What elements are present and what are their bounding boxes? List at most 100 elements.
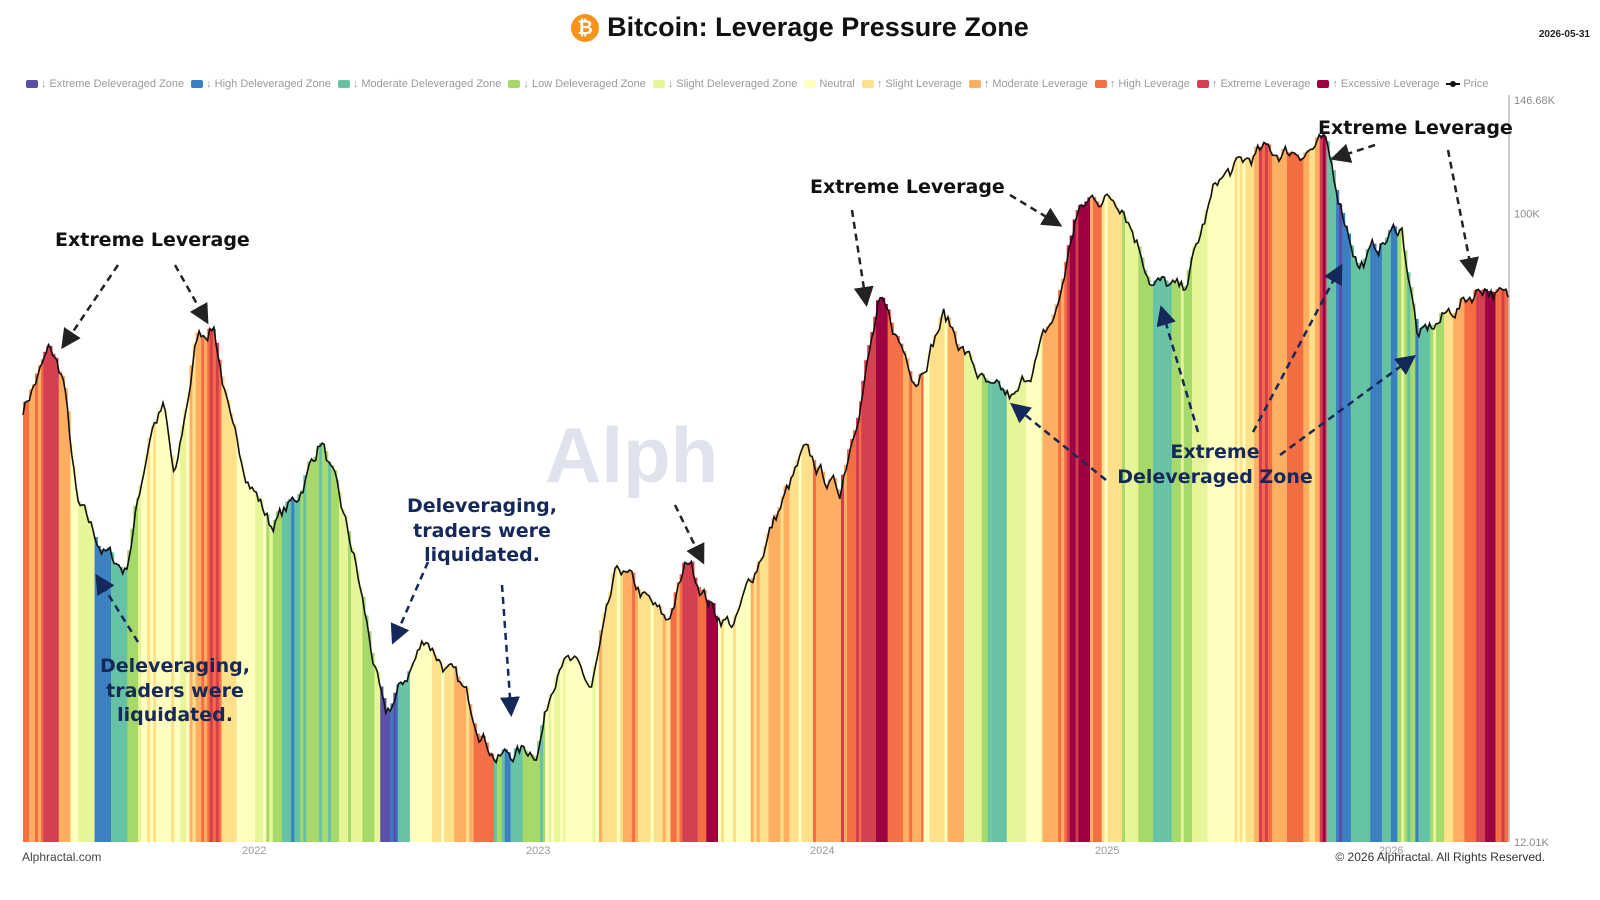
leverage-band: [1507, 295, 1509, 842]
leverage-band: [288, 498, 292, 842]
leverage-band: [58, 367, 60, 842]
legend-item[interactable]: ↑ Excessive Leverage: [1317, 78, 1439, 90]
leverage-band: [444, 666, 448, 842]
leverage-band: [192, 343, 196, 842]
leverage-band: [893, 334, 897, 842]
leverage-band: [1306, 150, 1310, 843]
leverage-band: [73, 465, 77, 842]
legend: ↓ Extreme Deleveraged Zone ↓ High Delever…: [26, 78, 1591, 90]
leverage-band: [1138, 246, 1142, 843]
leverage-band: [1003, 389, 1007, 842]
leverage-band: [745, 579, 749, 842]
leverage-band: [90, 521, 94, 842]
leverage-band: [1464, 299, 1468, 842]
leverage-band: [780, 496, 784, 842]
legend-item[interactable]: ↑ Extreme Leverage: [1196, 78, 1310, 90]
leverage-band: [807, 444, 811, 842]
leverage-band: [984, 378, 988, 842]
legend-item[interactable]: ↑ High Leverage: [1094, 78, 1190, 90]
legend-swatch: [1196, 80, 1209, 89]
leverage-band: [926, 352, 930, 842]
leverage-band: [266, 513, 270, 842]
leverage-band: [1501, 288, 1505, 842]
leverage-band: [1042, 331, 1046, 842]
legend-label: ↓ Low Deleveraged Zone: [523, 78, 646, 90]
leverage-band: [1150, 284, 1154, 842]
legend-item[interactable]: ↓ Extreme Deleveraged Zone: [26, 78, 184, 90]
watermark: Alph: [545, 411, 719, 499]
leverage-band: [1278, 156, 1282, 842]
leverage-band: [218, 359, 222, 842]
annotation-arrow: [1251, 263, 1343, 433]
leverage-band: [368, 631, 372, 842]
leverage-band: [543, 711, 546, 842]
leverage-band: [1490, 291, 1494, 843]
leverage-band: [1210, 183, 1214, 842]
leverage-band: [1144, 269, 1148, 842]
leverage-band: [1239, 156, 1243, 843]
legend-item[interactable]: ↑ Moderate Leverage: [968, 78, 1088, 90]
leverage-band: [401, 681, 405, 842]
leverage-band: [873, 316, 877, 843]
leverage-band: [26, 400, 30, 842]
leverage-band: [84, 505, 88, 842]
leverage-band: [1072, 219, 1076, 843]
leverage-band: [1442, 313, 1445, 843]
leverage-band: [589, 680, 593, 842]
leverage-band: [534, 756, 538, 842]
leverage-band: [991, 382, 995, 842]
leverage-band: [1099, 204, 1102, 842]
leverage-band: [441, 664, 445, 842]
legend-item[interactable]: ↓ Moderate Deleveraged Zone: [337, 78, 501, 90]
leverage-band: [1473, 290, 1477, 843]
x-tick-label: 2026: [1379, 845, 1403, 857]
leverage-band: [1237, 156, 1240, 842]
leverage-band: [1257, 147, 1260, 843]
leverage-band: [540, 725, 544, 842]
leverage-band: [786, 484, 790, 842]
leverage-band: [1444, 310, 1448, 842]
legend-item[interactable]: ↓ Slight Deleveraged Zone: [652, 78, 797, 90]
legend-item[interactable]: ↑ Slight Leverage: [861, 78, 962, 90]
leverage-band: [499, 753, 502, 842]
leverage-band: [1248, 158, 1252, 842]
leverage-band: [344, 515, 349, 842]
leverage-band: [1298, 158, 1303, 843]
leverage-band: [35, 373, 39, 842]
leverage-band: [227, 399, 231, 842]
leverage-band: [641, 592, 645, 842]
leverage-band: [810, 455, 814, 842]
leverage-band: [638, 587, 639, 842]
leverage-band: [1325, 137, 1327, 843]
leverage-band: [742, 587, 746, 842]
annotation-line: traders were: [106, 679, 244, 702]
annotation-line: Deleveraging,: [100, 655, 250, 677]
legend-item[interactable]: ↓ Low Deleveraged Zone: [508, 78, 646, 90]
legend-item[interactable]: Price: [1446, 78, 1488, 90]
annotation-line: liquidated.: [424, 544, 540, 567]
leverage-band: [1470, 298, 1474, 843]
leverage-band: [1421, 325, 1425, 842]
leverage-band: [195, 332, 199, 842]
leverage-band: [177, 441, 181, 842]
leverage-band: [1201, 223, 1205, 842]
leverage-band: [1101, 195, 1105, 843]
legend-item[interactable]: Neutral: [804, 78, 855, 90]
leverage-band: [592, 664, 596, 842]
legend-item[interactable]: ↓ High Deleveraged Zone: [191, 78, 331, 90]
leverage-band: [635, 585, 639, 842]
leverage-band: [97, 545, 101, 842]
leverage-band: [929, 346, 933, 842]
y-axis: 146.68K 100K 12.01K: [1508, 95, 1556, 849]
leverage-band: [966, 351, 971, 842]
leverage-band: [46, 346, 50, 842]
leverage-band: [1124, 217, 1129, 843]
annotation-arrow: [1010, 402, 1107, 481]
leverage-band: [125, 566, 128, 842]
annotation-arrow: [390, 561, 430, 645]
leverage-band: [404, 680, 408, 842]
leverage-band: [362, 596, 366, 842]
leverage-band: [1455, 308, 1460, 842]
leverage-band: [1498, 289, 1502, 842]
leverage-band: [1485, 289, 1488, 843]
